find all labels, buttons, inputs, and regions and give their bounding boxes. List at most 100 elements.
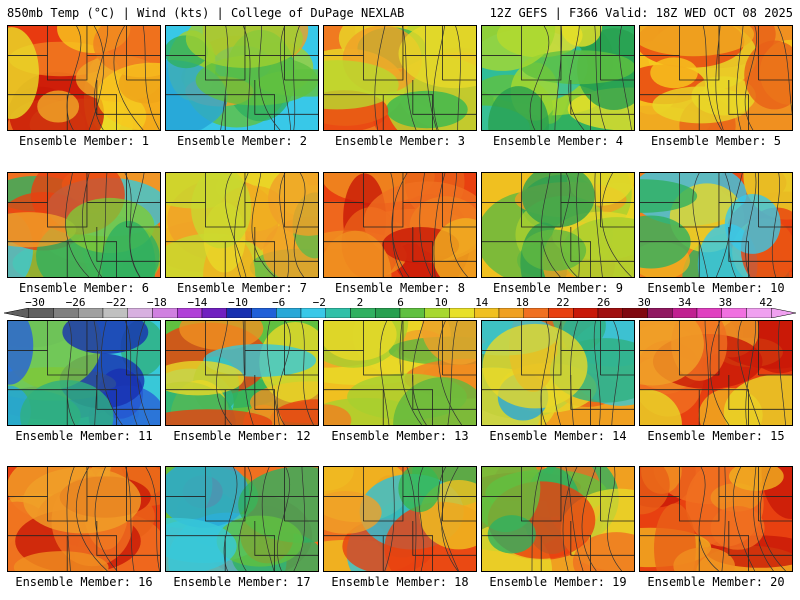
height-contour	[576, 173, 580, 277]
colorbar-swatch	[696, 308, 722, 318]
height-contour	[565, 467, 584, 571]
temperature-shade	[8, 321, 34, 385]
colorbar-swatch	[672, 308, 698, 318]
map-panel-member-1	[7, 25, 161, 131]
colorbar-min-arrow	[4, 308, 29, 318]
height-contour	[715, 26, 724, 130]
colorbar-tick-label: 22	[556, 296, 570, 309]
map-panel-member-2	[165, 25, 319, 131]
colorbar-swatch	[276, 308, 302, 318]
header-run-info: 12Z GEFS | F366 Valid: 18Z WED OCT 08 20…	[489, 6, 793, 20]
ensemble-member-label: Ensemble Member: 20	[647, 575, 785, 589]
colorbar-max-arrow	[771, 308, 796, 318]
height-contour	[391, 173, 410, 277]
map-panel-member-9	[481, 172, 635, 278]
temperature-shade	[521, 229, 587, 272]
temperature-field-map	[482, 173, 634, 277]
height-contour	[129, 173, 145, 277]
temperature-shade	[673, 547, 735, 571]
colorbar-tick-label: 30	[637, 296, 651, 309]
height-contour	[424, 26, 438, 130]
height-contour	[437, 467, 459, 571]
temperature-shade	[185, 26, 303, 68]
height-contour	[399, 321, 422, 425]
temperature-field-map	[640, 26, 792, 130]
state-border	[324, 55, 476, 81]
temperature-shade	[398, 467, 441, 513]
temperature-shade	[324, 230, 392, 277]
height-contour	[554, 26, 563, 130]
state-border	[166, 350, 318, 376]
colorbar-tick-labels: −30 −26 −22 −18 −14 −10 −6 −2 2 6 10 14 18 22 26 30 34 38…	[0, 296, 800, 309]
ensemble-member-label: Ensemble Member: 2	[176, 134, 308, 148]
colorbar-tick-label: 38	[718, 296, 733, 309]
map-panel-member-7	[165, 172, 319, 278]
colorbar-tick-label: −6	[272, 296, 286, 309]
temperature-shade	[640, 389, 682, 425]
map-panel-member-17	[165, 466, 319, 572]
colorbar-swatch	[28, 308, 54, 318]
state-border	[482, 55, 634, 81]
height-contour	[88, 26, 105, 130]
state-border	[254, 79, 318, 115]
state-border	[482, 496, 634, 522]
temperature-shade	[268, 173, 318, 236]
colorbar-swatch	[251, 308, 277, 318]
colorbar-tick-label: 10	[434, 296, 448, 309]
temperature-shade	[324, 491, 382, 534]
height-contour	[379, 321, 390, 425]
state-border	[324, 496, 476, 522]
colorbar-swatch	[424, 308, 450, 318]
height-contour	[607, 467, 622, 571]
temperature-shade	[324, 60, 399, 110]
height-contour	[581, 467, 597, 571]
temperature-shade	[572, 532, 634, 571]
map-panel-member-6	[7, 172, 161, 278]
height-contour	[702, 321, 709, 425]
height-contour	[97, 173, 108, 277]
height-contour	[390, 173, 404, 277]
colorbar-tick-label: −10	[228, 296, 249, 309]
colorbar-swatch	[498, 308, 524, 318]
state-border	[47, 173, 127, 227]
height-contour	[529, 26, 550, 130]
height-contour	[124, 173, 141, 277]
height-contour	[261, 467, 275, 571]
temperature-shade	[421, 321, 476, 365]
height-contour	[744, 26, 757, 130]
height-contour	[293, 173, 306, 277]
state-border	[8, 202, 160, 228]
state-border	[47, 321, 127, 375]
temperature-shade	[652, 86, 750, 124]
height-contour	[736, 26, 744, 130]
ensemble-member-label: Ensemble Member: 12	[173, 429, 311, 443]
temperature-field-map	[482, 26, 634, 130]
map-panel-member-4	[481, 25, 635, 131]
height-contour	[136, 321, 150, 425]
temperature-field-map	[166, 173, 318, 277]
temperature-shade	[23, 467, 142, 534]
temperature-field-map	[640, 173, 792, 277]
colorbar-tick-label: 14	[475, 296, 489, 309]
height-contour	[737, 321, 761, 425]
map-panel-member-16	[7, 466, 161, 572]
ensemble-member-label: Ensemble Member: 6	[18, 281, 150, 295]
temperature-shade	[166, 467, 250, 528]
state-border	[728, 520, 792, 556]
temperature-shade	[101, 220, 156, 277]
height-contour	[531, 467, 543, 571]
state-border	[570, 226, 634, 262]
height-contour	[93, 321, 98, 425]
height-contour	[113, 26, 144, 130]
state-border	[166, 55, 318, 81]
ensemble-member-label: Ensemble Member: 5	[650, 134, 782, 148]
height-contour	[279, 26, 292, 130]
height-contour	[745, 321, 756, 425]
temperature-shade	[37, 90, 80, 123]
height-contour	[438, 321, 462, 425]
temperature-shade	[179, 321, 264, 351]
height-contour	[124, 321, 138, 425]
ensemble-member-label: Ensemble Member: 3	[334, 134, 466, 148]
temperature-field-map	[640, 467, 792, 571]
ensemble-member-label: Ensemble Member: 14	[489, 429, 627, 443]
